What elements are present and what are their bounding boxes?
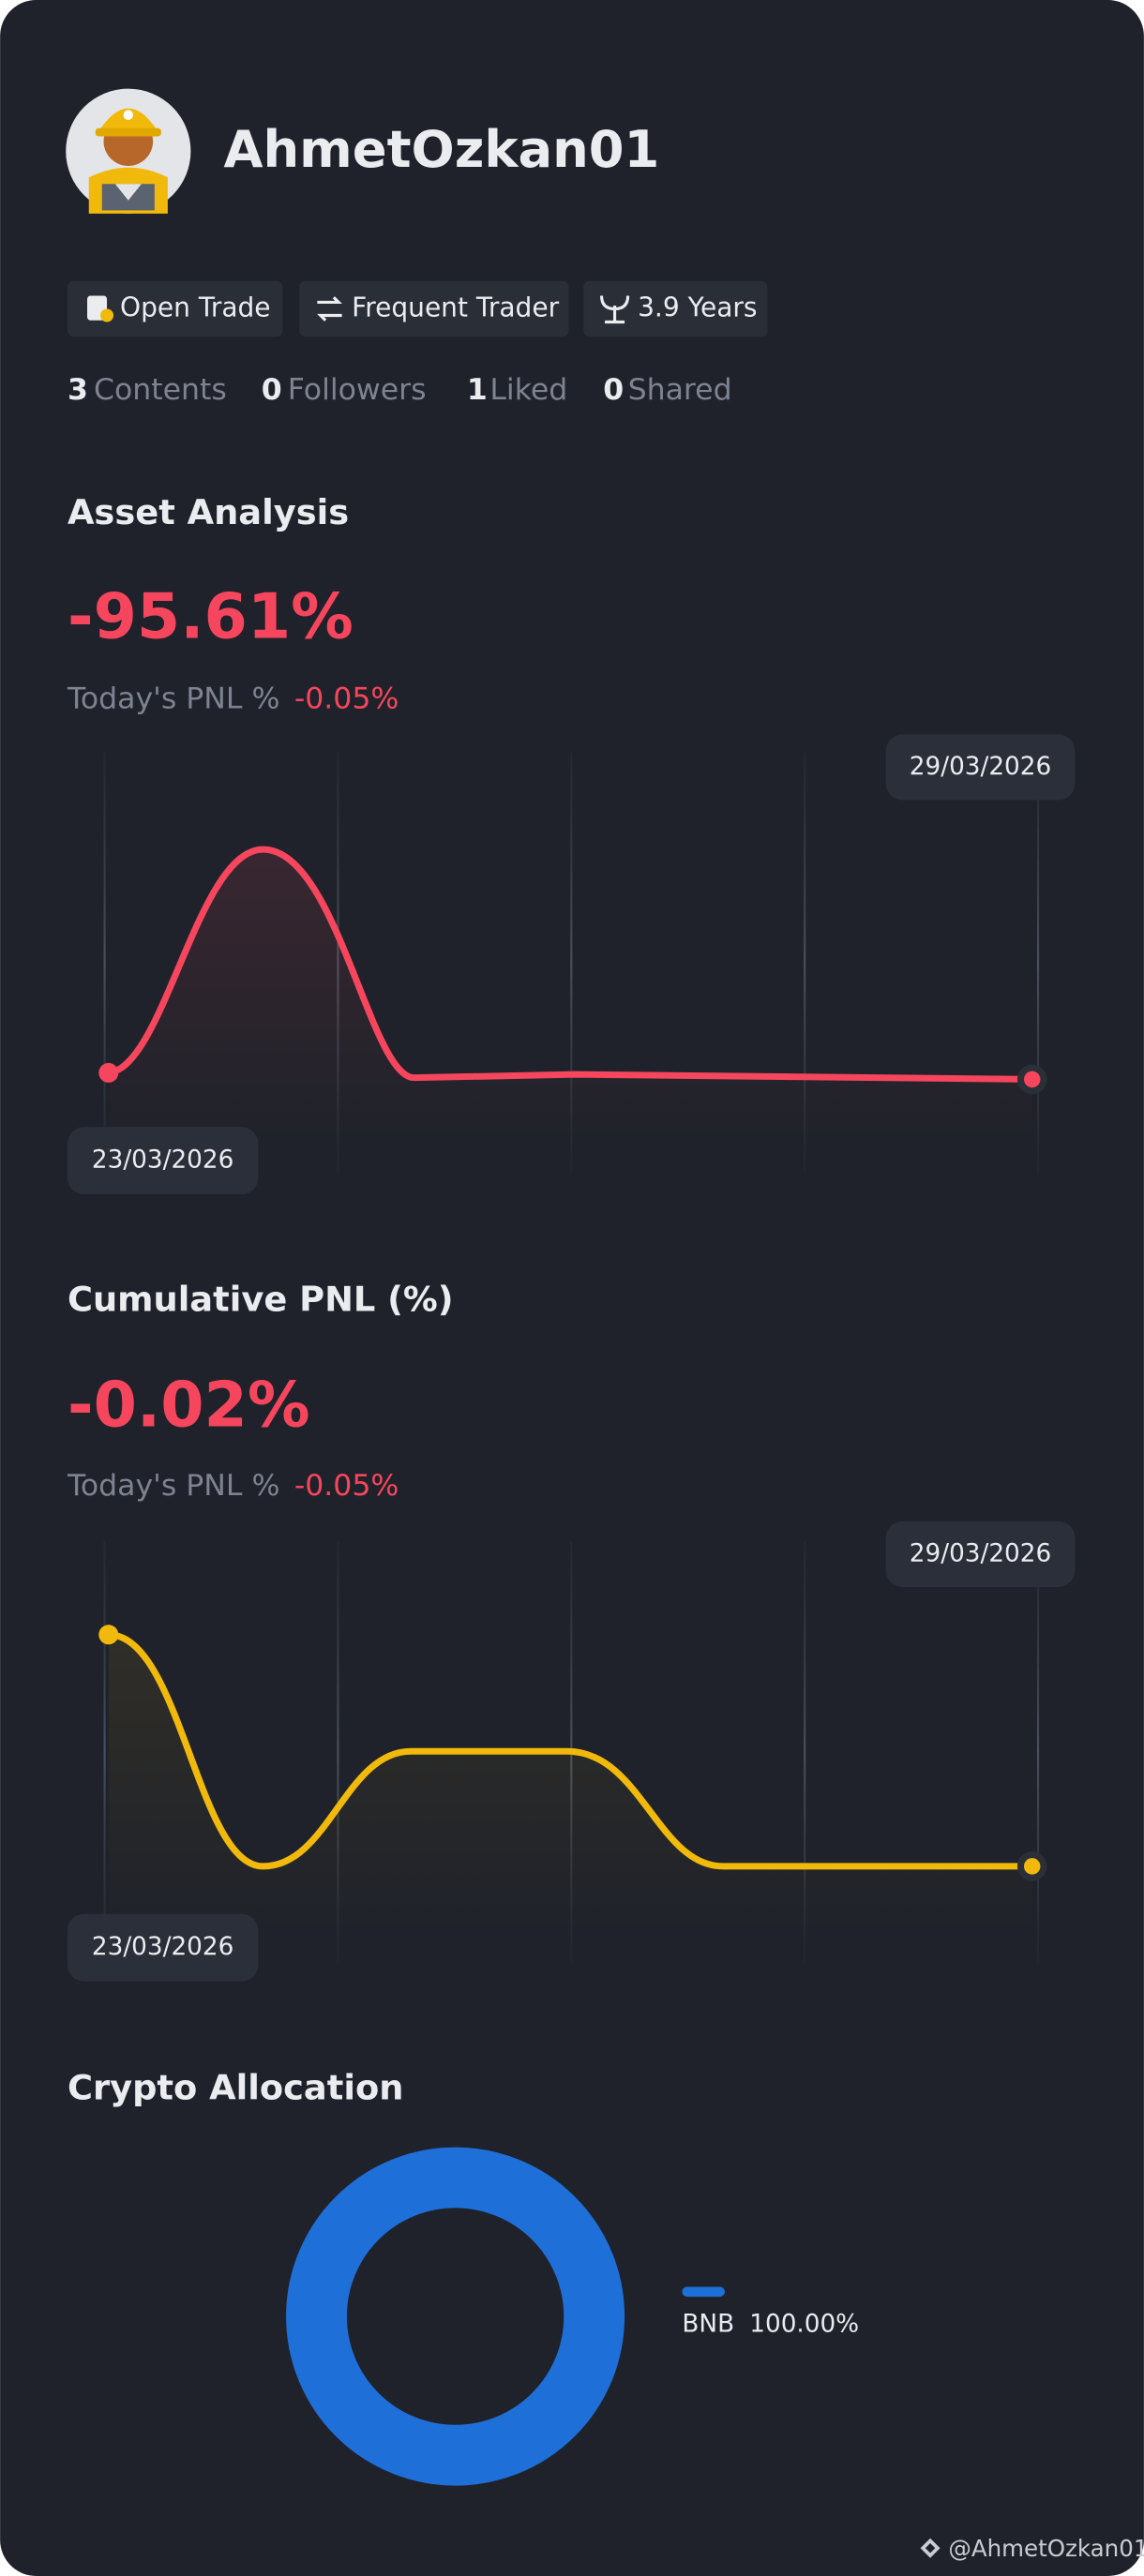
stat-count: 0	[262, 373, 282, 407]
badge	[67, 280, 283, 337]
footer-logo	[920, 2538, 941, 2558]
start-date: 23/03/2026	[92, 1933, 233, 1961]
username: AhmetOzkan01	[223, 120, 659, 179]
badge-icon	[599, 295, 630, 324]
today-value: -0.05%	[294, 682, 399, 716]
chart-line	[108, 846, 1032, 1083]
stat-label: Liked	[489, 373, 567, 407]
footer-handle: @AhmetOzkan01	[948, 2535, 1144, 2562]
headline-value: -0.02%	[68, 1369, 310, 1442]
chart-point	[1023, 1858, 1041, 1875]
legend-swatch	[682, 2286, 725, 2298]
section-title: Asset Analysis	[68, 492, 349, 532]
chart-area	[108, 849, 1032, 1150]
badge-label: 3.9 Years	[638, 292, 757, 322]
stat-count: 1	[467, 373, 488, 407]
legend-value: 100.00%	[749, 2310, 859, 2338]
section-title: Cumulative PNL (%)	[68, 1280, 454, 1320]
section-title: Crypto Allocation	[68, 2068, 403, 2108]
stat-label: Followers	[288, 373, 427, 407]
badge-icon	[100, 308, 114, 322]
stat-count: 3	[68, 373, 88, 407]
today-label: Today's PNL %	[67, 1469, 279, 1503]
chart-point	[98, 1625, 119, 1645]
today-label: Today's PNL %	[67, 682, 279, 716]
stat-count: 0	[603, 373, 624, 407]
end-date: 29/03/2026	[910, 1539, 1051, 1567]
badge	[583, 280, 768, 337]
end-date: 29/03/2026	[910, 753, 1051, 781]
donut-segment	[286, 2147, 625, 2486]
date-tooltip	[67, 1913, 259, 1982]
badge-icon	[317, 296, 342, 322]
date-tooltip	[885, 1520, 1076, 1587]
chart-point	[1023, 1071, 1041, 1088]
chart-line	[108, 1631, 1032, 1870]
date-tooltip	[885, 734, 1076, 801]
avatar	[66, 88, 191, 214]
badge-label: Open Trade	[120, 292, 271, 322]
start-date: 23/03/2026	[92, 1146, 233, 1175]
chart-area	[108, 1634, 1032, 1939]
badge-label: Frequent Trader	[352, 292, 559, 322]
chart-point	[98, 1062, 119, 1083]
badge	[299, 280, 569, 337]
donut-chart: BNB 100.00%	[286, 2147, 859, 2486]
legend-name: BNB	[682, 2310, 734, 2338]
stat-label: Shared	[628, 373, 732, 407]
today-value: -0.05%	[294, 1469, 399, 1503]
date-tooltip	[67, 1127, 259, 1195]
headline-value: -95.61%	[68, 580, 354, 653]
stat-label: Contents	[94, 373, 227, 407]
